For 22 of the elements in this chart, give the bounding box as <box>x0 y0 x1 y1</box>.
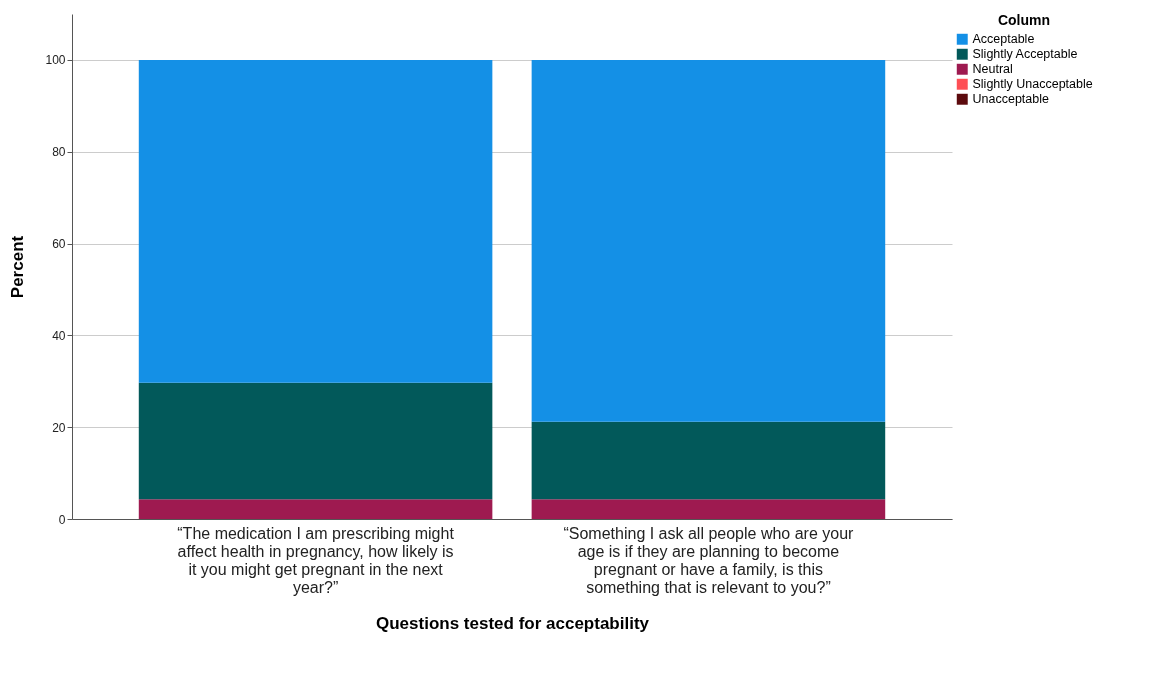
x-axis-title: Questions tested for acceptability <box>375 613 650 633</box>
y-tick-label: 20 <box>52 420 66 435</box>
y-tick-label: 80 <box>52 145 66 160</box>
bar <box>138 499 493 519</box>
bar <box>138 59 493 383</box>
legend-label: Neutral <box>972 62 1013 77</box>
legend-label: Slightly Acceptable <box>972 47 1078 62</box>
legend-label: Acceptable <box>972 32 1035 47</box>
x-tick-label: “Something I ask all people who are your age is if they are planning to become pregnant or have a family, is this something that is relevant to you?” <box>563 524 855 596</box>
x-tick-label: “The medication I am prescribing might affect health in pregnancy, how likely is it you might get pregnant in the next year?” <box>177 524 455 596</box>
y-tick-label: 60 <box>52 237 66 252</box>
bar <box>138 382 493 500</box>
legend-label: Unacceptable <box>972 92 1049 107</box>
y-tick-label: 100 <box>45 53 66 68</box>
bar <box>531 421 886 500</box>
legend-title: Column <box>997 12 1051 28</box>
bar <box>531 499 886 519</box>
y-tick-label: 40 <box>52 328 66 343</box>
bar <box>531 59 886 422</box>
y-axis-title: Percent <box>8 235 28 299</box>
y-tick-label: 0 <box>58 512 66 527</box>
legend-label: Slightly Unacceptable <box>972 77 1093 92</box>
